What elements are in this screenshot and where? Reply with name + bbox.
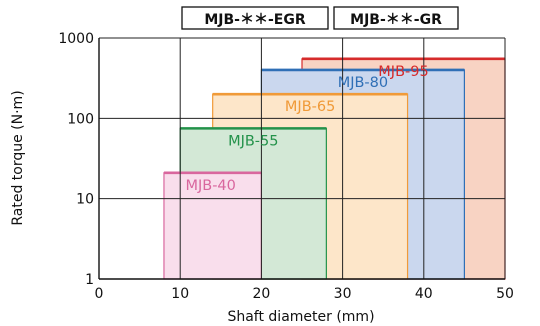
x-tick-label-2: 20 bbox=[252, 286, 270, 302]
header-label-egr: MJB-＊＊-EGR bbox=[204, 12, 305, 28]
y-tick-label-1: 10 bbox=[76, 192, 94, 208]
x-tick-label-1: 10 bbox=[171, 286, 189, 302]
header-label-gr: MJB-＊＊-GR bbox=[350, 12, 442, 28]
y-tick-label-2: 100 bbox=[67, 111, 94, 127]
y-tick-label-0: 1 bbox=[85, 272, 94, 288]
header-labels: MJB-＊＊-EGR MJB-＊＊-GR bbox=[181, 6, 459, 30]
series-label-4: MJB-40 bbox=[185, 178, 235, 194]
series-label-2: MJB-65 bbox=[285, 99, 335, 115]
series-label-3: MJB-55 bbox=[228, 133, 278, 149]
series-label-1: MJB-80 bbox=[338, 75, 388, 91]
header-box-egr bbox=[181, 6, 329, 30]
x-tick-label-4: 40 bbox=[415, 286, 433, 302]
x-axis-label: Shaft diameter (mm) bbox=[227, 309, 374, 325]
header-box-gr bbox=[333, 6, 459, 30]
y-tick-label-3: 1000 bbox=[58, 31, 94, 47]
series-label-0: MJB-95 bbox=[378, 64, 428, 80]
y-axis-label: Rated torque (N·m) bbox=[10, 90, 26, 225]
x-tick-label-5: 50 bbox=[496, 286, 514, 302]
x-tick-label-0: 0 bbox=[95, 286, 104, 302]
x-tick-label-3: 30 bbox=[334, 286, 352, 302]
